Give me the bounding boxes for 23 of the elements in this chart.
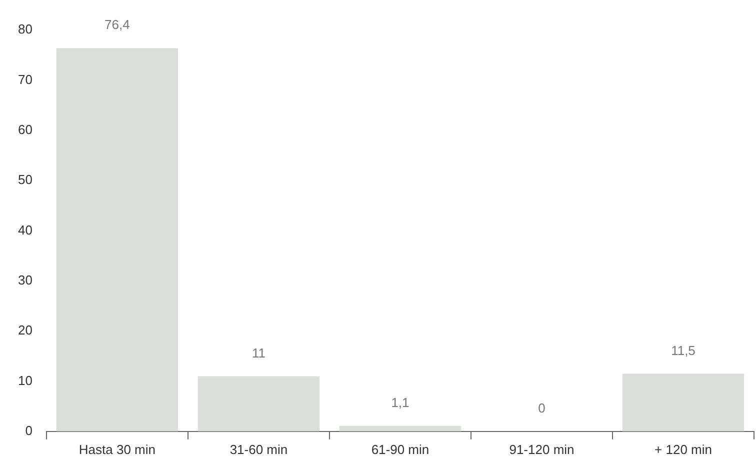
y-tick-label: 30 — [18, 272, 32, 288]
y-tick-label: 0 — [25, 422, 32, 438]
x-tick-label: + 120 min — [654, 442, 712, 457]
data-label: 1,1 — [391, 394, 410, 410]
data-label: 76,4 — [104, 17, 130, 32]
bar — [198, 376, 320, 432]
y-tick-label: 40 — [18, 222, 32, 238]
x-tick-label: 31-60 min — [230, 442, 288, 457]
y-tick-label: 70 — [18, 72, 32, 87]
bar — [339, 426, 462, 432]
y-tick-label: 20 — [18, 322, 32, 338]
bar — [56, 48, 178, 432]
x-tick-label: Hasta 30 min — [78, 442, 156, 457]
y-tick-label: 60 — [18, 122, 32, 137]
y-tick-label: 10 — [18, 372, 32, 388]
x-tick-label: 61-90 min — [371, 442, 430, 457]
y-tick-label: 50 — [18, 172, 32, 188]
x-tick-label: 91-120 min — [509, 442, 574, 457]
data-label: 11,5 — [671, 342, 696, 358]
bar — [622, 374, 744, 432]
data-label: 11 — [252, 345, 266, 360]
y-tick-label: 80 — [18, 22, 32, 37]
data-label: 0 — [538, 400, 546, 416]
